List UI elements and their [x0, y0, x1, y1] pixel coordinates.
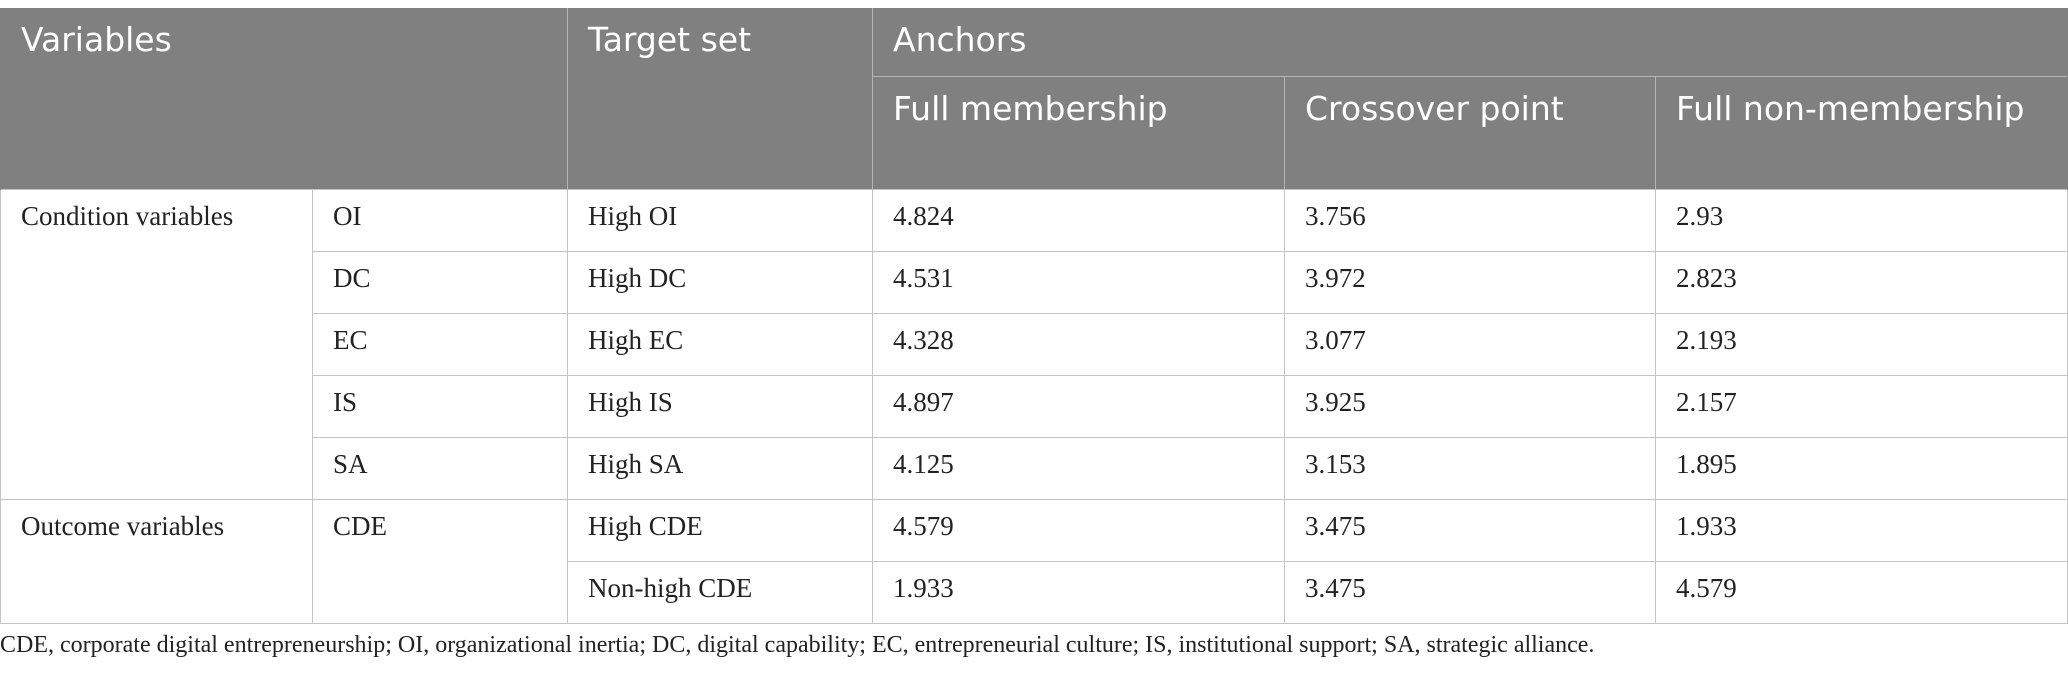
cell-crossover-point: 3.153: [1284, 437, 1656, 500]
calibration-anchors-table: Variables Target set Anchors Full member…: [0, 8, 2068, 624]
cell-full-non-membership: 4.579: [1654, 561, 2068, 624]
cell-full-membership: 4.531: [872, 251, 1285, 314]
table-row: SA High SA 4.125 3.153 1.895: [1, 437, 2068, 500]
cell-full-membership: 4.328: [872, 313, 1285, 376]
table-row: EC High EC 4.328 3.077 2.193: [1, 313, 2068, 376]
cell-variable: DC: [312, 251, 568, 314]
cell-crossover-point: 3.475: [1284, 499, 1656, 562]
cell-full-non-membership: 2.823: [1654, 251, 2068, 314]
cell-full-membership: 4.579: [872, 499, 1285, 562]
cell-target-set: High OI: [567, 189, 873, 252]
cell-crossover-point: 3.756: [1284, 189, 1656, 252]
cell-target-set: High SA: [567, 437, 873, 500]
table-footnote: CDE, corporate digital entrepreneurship;…: [0, 632, 1595, 658]
cell-target-set: High IS: [567, 375, 873, 438]
cell-variable: EC: [312, 313, 568, 376]
cell-variable: IS: [312, 375, 568, 438]
cell-full-non-membership: 1.895: [1654, 437, 2068, 500]
header-variables: Variables: [0, 8, 568, 190]
table-row: IS High IS 4.897 3.925 2.157: [1, 375, 2068, 438]
cell-variable: OI: [312, 189, 568, 252]
cell-target-set: High EC: [567, 313, 873, 376]
cell-target-set: High CDE: [567, 499, 873, 562]
cell-full-membership: 4.897: [872, 375, 1285, 438]
header-target-set: Target set: [567, 8, 873, 190]
cell-full-membership: 4.125: [872, 437, 1285, 500]
cell-full-non-membership: 2.157: [1654, 375, 2068, 438]
table-row: Non-high CDE 1.933 3.475 4.579: [1, 561, 2068, 624]
cell-target-set: High DC: [567, 251, 873, 314]
group-outcome-variables: Outcome variables: [0, 499, 313, 624]
cell-crossover-point: 3.077: [1284, 313, 1656, 376]
anchors-table-container: Variables Target set Anchors Full member…: [0, 8, 2068, 624]
cell-crossover-point: 3.972: [1284, 251, 1656, 314]
header-anchors: Anchors: [871, 8, 2068, 77]
header-crossover-point: Crossover point: [1284, 76, 1656, 190]
cell-target-set: Non-high CDE: [567, 561, 873, 624]
cell-full-non-membership: 2.193: [1654, 313, 2068, 376]
header-full-membership: Full membership: [872, 76, 1285, 190]
table-row: Condition variables OI High OI 4.824 3.7…: [0, 189, 2068, 500]
cell-crossover-point: 3.925: [1284, 375, 1656, 438]
cell-full-non-membership: 2.93: [1654, 189, 2068, 252]
cell-crossover-point: 3.475: [1284, 561, 1656, 624]
cell-full-non-membership: 1.933: [1654, 499, 2068, 562]
cell-variable: CDE: [312, 499, 568, 624]
header-full-non-membership: Full non-membership: [1654, 76, 2068, 190]
cell-full-membership: 1.933: [872, 561, 1285, 624]
group-condition-variables: Condition variables: [0, 189, 313, 500]
cell-full-membership: 4.824: [872, 189, 1285, 252]
cell-variable: SA: [312, 437, 568, 500]
table-row: Outcome variables CDE High CDE 4.579 3.4…: [0, 499, 2068, 624]
